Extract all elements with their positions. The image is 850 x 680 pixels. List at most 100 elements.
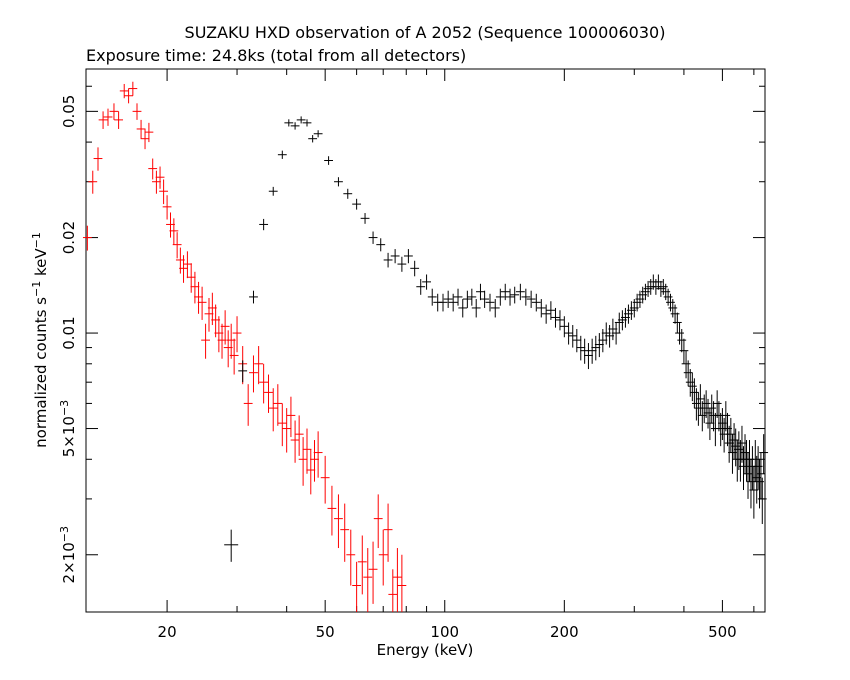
chart-title: SUZAKU HXD observation of A 2052 (Sequen… (185, 23, 666, 42)
data-point (666, 293, 675, 312)
x-axis-label: Energy (keV) (377, 641, 474, 659)
data-point (308, 135, 318, 143)
data-point (334, 177, 343, 187)
data-point (427, 288, 437, 306)
data-point (458, 299, 468, 318)
data-point (290, 122, 300, 130)
data-point (672, 312, 682, 334)
data-point (148, 158, 158, 180)
data-point (93, 147, 103, 171)
data-point (352, 198, 362, 210)
data-point (302, 428, 312, 474)
data-point (572, 328, 582, 353)
data-point (693, 392, 703, 426)
series-red (82, 81, 407, 612)
data-point (712, 390, 722, 418)
data-point (390, 249, 400, 264)
data-point (128, 81, 138, 96)
data-point (159, 179, 169, 205)
y-axis-label-sup2: −1 (30, 232, 43, 248)
data-point (591, 335, 601, 361)
data-point (290, 420, 300, 463)
y-axis-label-sup1: −1 (30, 281, 43, 297)
data-point (109, 103, 119, 120)
data-point (485, 293, 495, 312)
data-point (103, 108, 113, 126)
data-point (392, 548, 402, 612)
data-point (259, 218, 269, 231)
data-point (360, 213, 370, 224)
y-axis-label: normalized counts s−1 keV−1 (30, 232, 50, 448)
data-point (302, 119, 312, 127)
y-tick-labels: 2×10−3 5×10−3 0.01 0.02 0.05 (58, 95, 78, 584)
data-point (132, 103, 142, 120)
data-point (313, 130, 323, 138)
data-point (182, 251, 192, 279)
data-point (357, 535, 367, 595)
data-point (238, 360, 248, 383)
data-point (224, 529, 239, 562)
data-point (668, 299, 678, 318)
data-point (500, 283, 510, 301)
data-point (273, 384, 283, 426)
series-black (224, 116, 769, 562)
data-point (324, 156, 333, 165)
data-point (416, 279, 426, 295)
data-point (705, 408, 715, 441)
data-point (259, 363, 269, 404)
axis-ticks (86, 69, 765, 612)
x-tick-label: 20 (158, 623, 177, 641)
data-point (124, 88, 134, 104)
data-point (340, 503, 350, 562)
data-point (310, 440, 319, 482)
data-point (197, 286, 207, 320)
data-point (334, 494, 343, 549)
plot-frame (85, 68, 766, 613)
data-point (373, 494, 383, 549)
data-point (670, 304, 680, 324)
y-axis-label-main: normalized counts s (32, 297, 50, 448)
data-point (277, 150, 287, 159)
data-point (286, 396, 296, 438)
data-point (551, 307, 560, 328)
data-point (526, 290, 536, 308)
data-point (268, 186, 278, 196)
data-point (480, 290, 490, 308)
data-point (169, 218, 179, 245)
data-point (155, 166, 165, 189)
data-point (368, 231, 378, 244)
data-point (306, 449, 316, 495)
data-point (580, 338, 590, 364)
data-point (687, 372, 697, 402)
data-point (515, 283, 525, 301)
data-point (422, 274, 431, 290)
data-point (383, 252, 393, 268)
data-point (254, 346, 264, 385)
data-point (397, 554, 407, 612)
data-point (88, 170, 98, 194)
data-point (438, 293, 448, 312)
data-point (320, 455, 330, 504)
data-point (505, 288, 515, 306)
data-point (448, 293, 458, 312)
y-tick-label: 0.01 (60, 316, 78, 349)
data-point (677, 328, 687, 353)
data-point (695, 384, 705, 416)
x-tick-label: 500 (708, 623, 737, 641)
chart-subtitle: Exposure time: 24.8ks (total from all de… (86, 46, 466, 65)
data-point (656, 280, 666, 297)
data-point (298, 437, 308, 486)
y-axis-label-mid: keV (32, 248, 50, 281)
data-point (201, 323, 210, 359)
data-point (179, 255, 188, 283)
data-point (453, 288, 463, 306)
data-point (521, 288, 531, 306)
data-point (294, 415, 304, 456)
data-point (584, 343, 593, 370)
data-point (663, 288, 673, 306)
data-point (151, 170, 161, 194)
data-point (443, 290, 453, 308)
data-point (232, 316, 242, 353)
data-point (510, 286, 520, 304)
